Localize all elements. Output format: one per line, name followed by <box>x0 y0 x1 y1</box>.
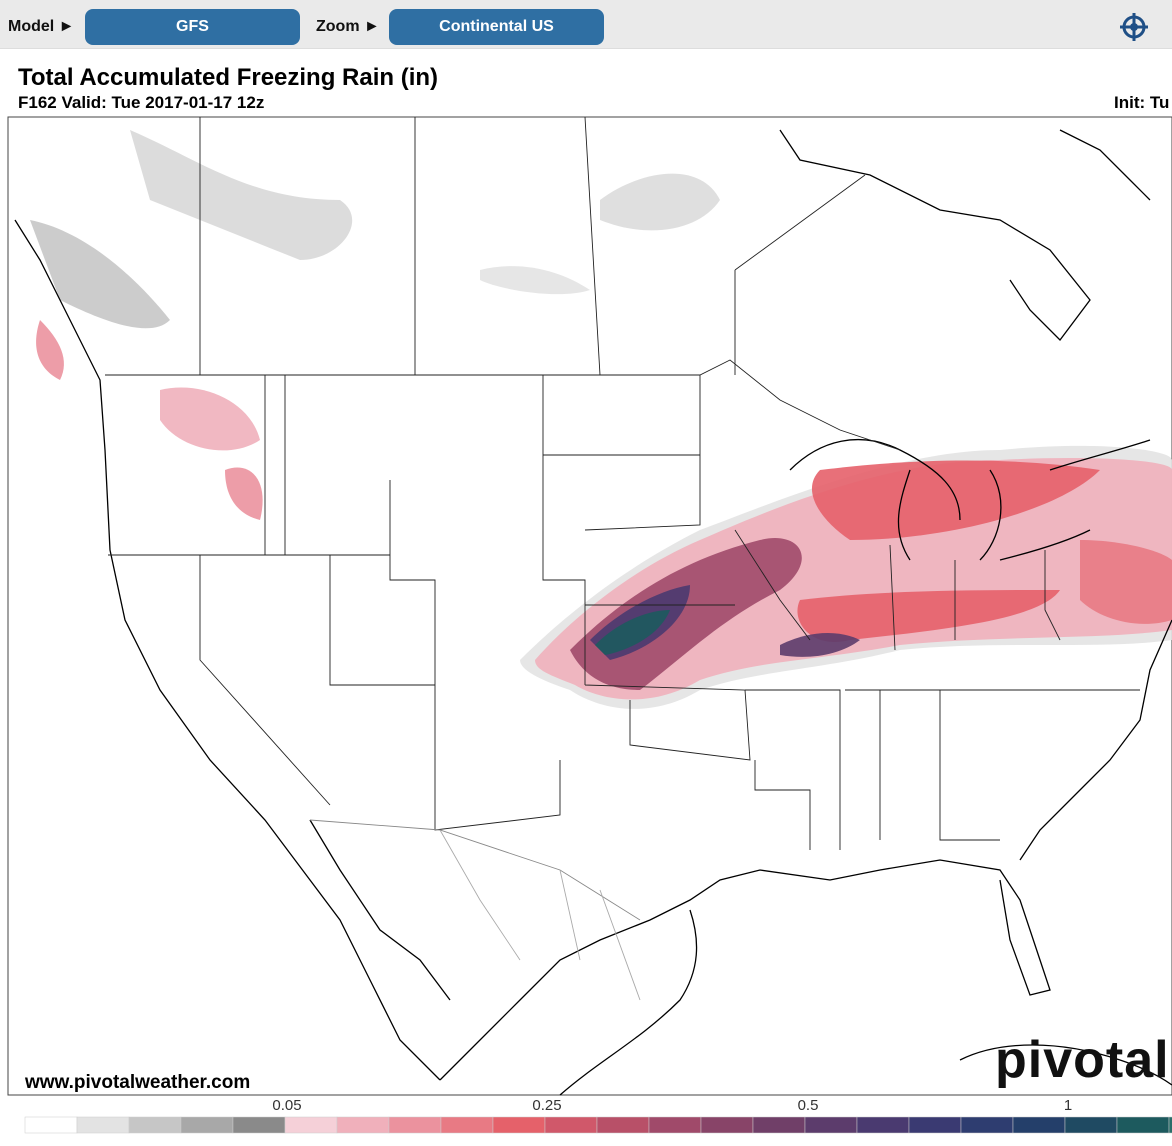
zoom-button[interactable]: Continental US <box>389 9 604 45</box>
colorbar-swatch <box>908 1116 962 1134</box>
colorbar-label: 0.25 <box>532 1097 562 1114</box>
model-label: Model ► <box>8 18 75 35</box>
colorbar <box>24 1116 1172 1134</box>
colorbar-swatch <box>128 1116 182 1134</box>
colorbar-swatch <box>336 1116 390 1134</box>
colorbar-swatch <box>440 1116 494 1134</box>
colorbar-swatch <box>856 1116 910 1134</box>
colorbar-swatch <box>232 1116 286 1134</box>
logo: pivotal <box>995 1031 1170 1089</box>
colorbar-swatch <box>24 1116 78 1134</box>
init-time: Init: Tu <box>1114 93 1170 112</box>
model-button[interactable]: GFS <box>85 9 300 45</box>
colorbar-swatch <box>1012 1116 1066 1134</box>
borders <box>105 116 1140 1001</box>
precip <box>30 130 1172 709</box>
colorbar-swatch <box>76 1116 130 1134</box>
colorbar-swatch <box>700 1116 754 1134</box>
colorbar-swatch <box>804 1116 858 1134</box>
locate-icon[interactable] <box>1118 11 1150 43</box>
colorbar-swatch <box>284 1116 338 1134</box>
colorbar-label: 0.5 <box>797 1097 819 1114</box>
colorbar-swatch <box>492 1116 546 1134</box>
subtitle: F162 Valid: Tue 2017-01-17 12z <box>18 93 265 112</box>
colorbar-swatch <box>596 1116 650 1134</box>
colorbar-swatch <box>752 1116 806 1134</box>
colorbar-swatch <box>648 1116 702 1134</box>
colorbar-swatch <box>1064 1116 1118 1134</box>
toolbar: Model ► GFS Zoom ► Continental US <box>0 0 1172 49</box>
colorbar-swatch <box>1168 1116 1172 1134</box>
colorbar-swatch <box>544 1116 598 1134</box>
title: Total Accumulated Freezing Rain (in) <box>18 64 439 91</box>
colorbar-label: 1 <box>1063 1097 1073 1114</box>
credit: www.pivotalweather.com <box>25 1072 251 1093</box>
colorbar-swatch <box>180 1116 234 1134</box>
colorbar-swatch <box>388 1116 442 1134</box>
colorbar-swatch <box>1116 1116 1170 1134</box>
colorbar-swatch <box>960 1116 1014 1134</box>
zoom-label: Zoom ► <box>316 18 380 35</box>
colorbar-label: 0.05 <box>272 1097 302 1114</box>
